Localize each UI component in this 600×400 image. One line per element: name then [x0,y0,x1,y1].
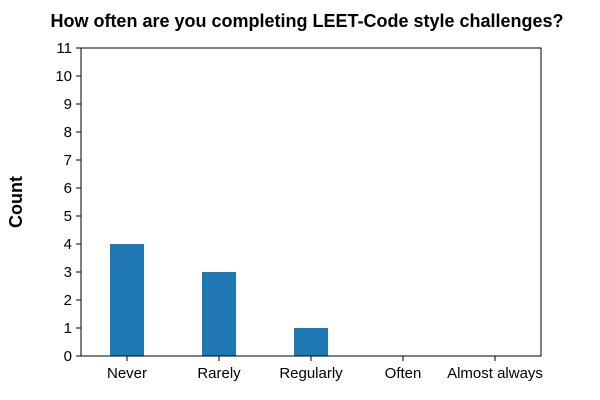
x-tick-label: Never [107,365,147,382]
plot-frame [80,47,542,357]
x-tick-label: Rarely [197,365,241,382]
bar-rarely [201,272,237,356]
bar-never [109,244,145,356]
y-tick-label: 5 [64,208,72,225]
y-axis-ticks: 0 1 2 3 4 5 6 7 8 9 10 11 [55,40,81,365]
bars-group [109,244,329,356]
x-tick-label: Often [385,365,422,382]
y-tick-label: 1 [64,320,72,337]
y-tick-label: 9 [64,96,72,113]
x-axis-ticks: Never Rarely Regularly Often Almost always [107,356,543,382]
y-tick-label: 3 [64,264,72,281]
x-tick-label: Regularly [279,365,343,382]
y-tick-label: 7 [64,152,72,169]
y-tick-label: 4 [64,236,72,253]
y-tick-label: 10 [55,68,72,85]
y-tick-label: 8 [64,124,72,141]
x-tick-label: Almost always [447,365,543,382]
y-tick-label: 2 [64,292,72,309]
y-tick-label: 6 [64,180,72,197]
chart-title: How often are you completing LEET-Code s… [50,11,563,31]
y-axis-label: Count [6,176,26,228]
y-tick-label: 11 [56,40,72,57]
y-tick-label: 0 [64,348,72,365]
bar-regularly [293,328,329,356]
